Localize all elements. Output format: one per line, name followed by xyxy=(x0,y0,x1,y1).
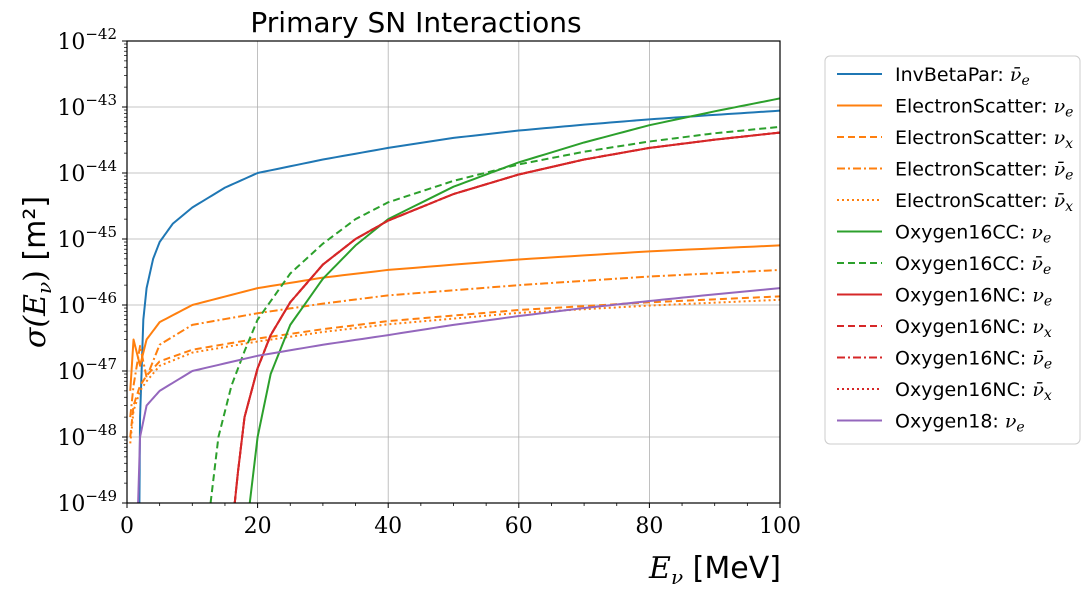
legend-label-8: Oxygen16NC: νx xyxy=(895,316,1052,341)
plot-frame xyxy=(126,40,781,504)
x-tick-label: 80 xyxy=(635,514,663,539)
y-tick-label: 10−42 xyxy=(57,25,117,55)
series-line-0 xyxy=(138,109,780,503)
legend-label-10: Oxygen16NC: ν̄x xyxy=(895,379,1052,404)
y-tick-label: 10−46 xyxy=(57,289,117,319)
y-tick-label: 10−45 xyxy=(57,223,117,253)
series-line-2 xyxy=(129,295,780,438)
y-tick-label: 10−49 xyxy=(57,487,117,517)
x-tick-label: 20 xyxy=(244,514,272,539)
axes xyxy=(126,40,781,504)
legend-label-9: Oxygen16NC: ν̄e xyxy=(895,348,1052,373)
series-layer xyxy=(129,97,780,503)
legend-label-2: ElectronScatter: νx xyxy=(895,127,1073,152)
legend-box xyxy=(824,55,1081,445)
series-line-9 xyxy=(233,131,780,503)
y-tick-label: 10−44 xyxy=(57,157,117,187)
series-line-11 xyxy=(137,287,780,503)
legend-label-0: InvBetaPar: ν̄e xyxy=(895,64,1030,89)
series-line-4 xyxy=(129,298,780,444)
x-tick-label: 40 xyxy=(374,514,402,539)
y-tick-label: 10−48 xyxy=(57,421,117,451)
legend-label-1: ElectronScatter: νe xyxy=(895,96,1073,121)
legend-label-5: Oxygen16CC: νe xyxy=(895,222,1051,247)
ticks: 0 20 40 60 80 100 10−49 10−48 10−47 10−46 10−45 10−… xyxy=(57,25,801,539)
x-tick-label: 0 xyxy=(120,514,134,539)
legend: InvBetaPar: ν̄e ElectronScatter: νe Electr… xyxy=(824,55,1081,445)
series-line-3 xyxy=(129,268,780,418)
legend-label-4: ElectronScatter: ν̄x xyxy=(895,190,1073,215)
x-axis-label: Eν [MeV] xyxy=(648,551,781,589)
y-tick-label: 10−43 xyxy=(57,91,117,121)
chart-title: Primary SN Interactions xyxy=(250,6,581,39)
grid xyxy=(127,41,780,503)
legend-label-7: Oxygen16NC: νe xyxy=(895,285,1052,310)
legend-label-11: Oxygen18: νe xyxy=(895,411,1025,436)
legend-label-6: Oxygen16CC: ν̄e xyxy=(895,253,1051,278)
series-line-1 xyxy=(129,244,780,391)
x-tick-label: 100 xyxy=(759,514,801,539)
series-line-5 xyxy=(248,97,780,503)
x-tick-label: 60 xyxy=(505,514,533,539)
y-tick-label: 10−47 xyxy=(57,355,117,385)
y-axis-label: σ(Eν) [m²] xyxy=(18,196,56,348)
series-line-6 xyxy=(209,125,780,503)
legend-label-3: ElectronScatter: ν̄e xyxy=(895,159,1073,184)
